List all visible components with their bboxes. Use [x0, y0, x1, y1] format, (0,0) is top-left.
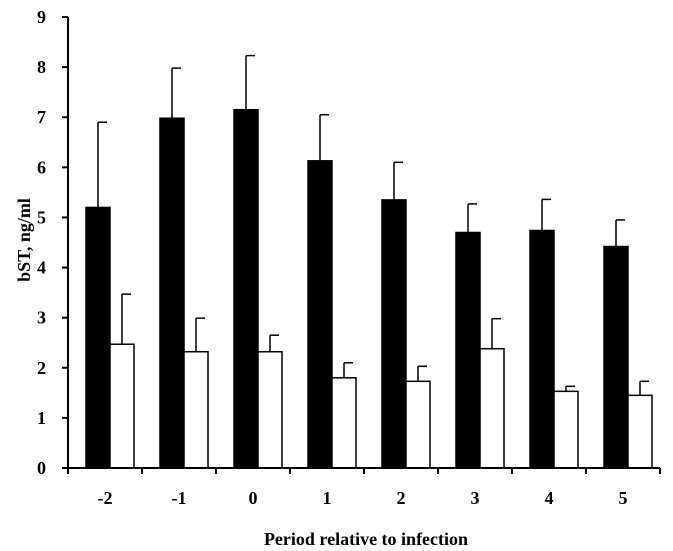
- bar-series-1: [603, 245, 629, 469]
- y-tick-label: 4: [37, 258, 46, 278]
- x-tick-label: -1: [172, 488, 187, 508]
- bar-series-1: [529, 229, 555, 469]
- bar-series-1: [455, 231, 481, 469]
- x-tick-label: 1: [323, 488, 332, 508]
- x-axis-ticks: -2 -1 0 1 2 3 4 5: [67, 468, 661, 508]
- bar-series-2: [331, 377, 357, 469]
- y-tick-label: 8: [37, 57, 46, 77]
- bar-series-1: [307, 160, 333, 469]
- bar-series-2: [479, 347, 505, 469]
- x-axis-title: Period relative to infection: [264, 529, 468, 549]
- x-tick-label: 0: [249, 488, 258, 508]
- y-tick-label: 3: [37, 308, 46, 328]
- x-tick-label: 2: [397, 488, 406, 508]
- y-tick-label: 0: [37, 458, 46, 478]
- y-axis-ticks: 0 1 2 3 4 5 6 7 8 9: [37, 7, 68, 478]
- bar-series-2: [183, 350, 209, 469]
- x-tick-label: 5: [619, 488, 628, 508]
- y-tick-label: 5: [37, 207, 46, 227]
- bar-series-1: [159, 117, 185, 469]
- bar-series-2: [553, 390, 579, 469]
- x-tick-label: -2: [98, 488, 113, 508]
- x-tick-label: 4: [545, 488, 554, 508]
- x-tick-label: 3: [471, 488, 480, 508]
- y-tick-label: 9: [37, 7, 46, 27]
- error-bars: [97, 54, 649, 396]
- bar-series-2: [257, 350, 283, 469]
- y-tick-label: 1: [37, 408, 46, 428]
- bar-series-1: [85, 206, 111, 469]
- y-tick-label: 6: [37, 157, 46, 177]
- bar-series-1: [381, 199, 407, 469]
- y-tick-label: 7: [37, 107, 46, 127]
- bar-series-1: [233, 108, 259, 469]
- bar-series-2: [109, 343, 135, 469]
- bar-series-2: [627, 394, 653, 469]
- y-axis-title: bST, ng/ml: [14, 198, 34, 282]
- y-tick-label: 2: [37, 358, 46, 378]
- bars: [85, 108, 653, 469]
- bar-series-2: [405, 380, 431, 469]
